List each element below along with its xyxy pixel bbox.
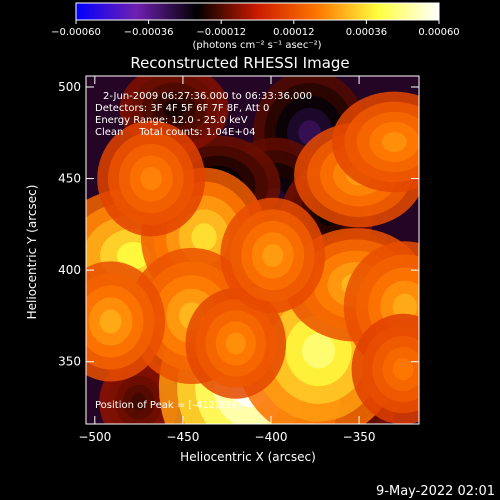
y-tick-label: 350 [58,355,81,369]
annotation-block: 2-Jun-2009 06:27:36.000 to 06:33:36.000 … [95,91,312,411]
annotation-detectors: Detectors: 3F 4F 5F 6F 7F 8F, Att 0 [95,103,269,114]
x-tick-label: −350 [343,430,376,444]
colorbar-tick-label: −0.00036 [124,27,174,38]
hot-spot [392,293,418,320]
hot-spot [302,333,336,369]
x-tick-label: −450 [166,430,199,444]
plot-frame [85,75,420,425]
x-axis-label: Heliocentric X (arcsec) [180,450,316,464]
chart-title: Reconstructed RHESSI Image [130,54,349,72]
colorbar-tick-label: −0.00012 [196,27,246,38]
hot-spot [381,131,407,153]
colorbar-tick-label: 0.00060 [418,27,459,38]
y-axis-label: Heliocentric Y (arcsec) [25,185,39,320]
annotation-peak-position: Position of Peak = [-412,334] [95,400,241,411]
cold-spot [163,100,185,118]
colorbar-tick-label: 0.00036 [346,27,387,38]
annotation-clean-counts: Clean Total counts: 1.04E+04 [95,127,255,138]
plot-timestamp: 9-May-2022 02:01 [376,484,495,499]
hot-spot [392,358,414,381]
colorbar-tick-label: 0.00012 [273,27,314,38]
colorbar-tick-label: −0.00060 [51,27,101,38]
y-tick-label: 400 [58,263,81,277]
y-tick-label: 450 [58,172,81,186]
hot-spot [262,243,284,268]
annotation-energy-range: Energy Range: 12.0 - 25.0 keV [95,115,248,126]
axis-ticks: −500 −450 −400 −350 350 400 450 500 [58,76,419,444]
x-tick-label: −500 [78,430,111,444]
annotation-time-range: 2-Jun-2009 06:27:36.000 to 06:33:36.000 [103,91,312,102]
colorbar: −0.00060 −0.00036 −0.00012 0.00012 0.00036 0.… [51,2,460,51]
heatmap-image [86,76,419,424]
hot-spot [99,309,122,334]
hot-spot [225,332,246,355]
x-tick-label: −400 [255,430,288,444]
colorbar-unit-label: (photons cm⁻² s⁻¹ asec⁻²) [192,40,321,51]
hot-spot [140,167,162,191]
hot-spot [191,223,217,252]
colorbar-frame [75,2,440,21]
colorbar-ticks: −0.00060 −0.00036 −0.00012 0.00012 0.00036 0.… [51,20,460,38]
y-tick-label: 500 [58,80,81,94]
cold-spot [130,393,147,411]
plot-area: −500 −450 −400 −350 350 400 450 500 [58,75,420,444]
colorbar-gradient [76,3,439,20]
